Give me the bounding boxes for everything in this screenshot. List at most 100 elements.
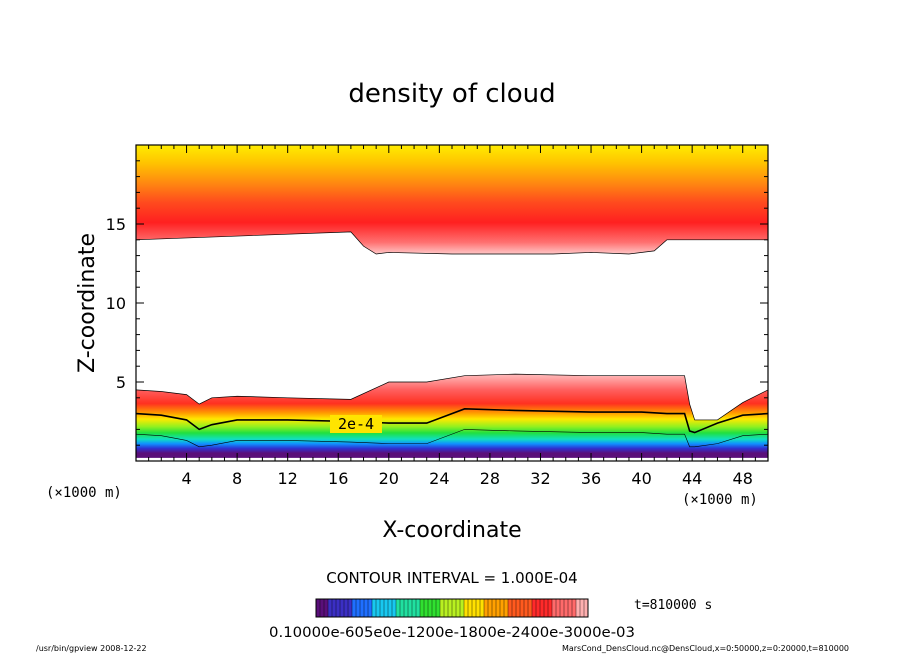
x-tick-label: 32 xyxy=(530,469,550,488)
colorbar-swatch xyxy=(524,599,528,617)
x-tick-label: 12 xyxy=(278,469,298,488)
colorbar-swatch xyxy=(472,599,476,617)
colorbar-swatch xyxy=(432,599,436,617)
x-tick-label: 4 xyxy=(181,469,191,488)
x-unit-right: (×1000 m) xyxy=(682,492,758,508)
colorbar-swatch xyxy=(384,599,388,617)
colorbar-swatch xyxy=(428,599,432,617)
colorbar-swatch xyxy=(468,599,472,617)
colorbar-swatch xyxy=(332,599,336,617)
colorbar-swatch xyxy=(564,599,568,617)
colorbar-swatch xyxy=(452,599,456,617)
contour-label-bg xyxy=(330,415,382,433)
colorbar-swatch xyxy=(512,599,516,617)
colorbar-swatch xyxy=(516,599,520,617)
x-tick-label: 20 xyxy=(379,469,399,488)
colorbar-swatch xyxy=(568,599,572,617)
colorbar-swatch xyxy=(392,599,396,617)
x-unit-left: (×1000 m) xyxy=(46,485,122,501)
colorbar-swatch xyxy=(396,599,400,617)
colorbar-swatch xyxy=(576,599,580,617)
colorbar-swatch xyxy=(580,599,584,617)
colorbar-swatch xyxy=(368,599,372,617)
y-tick-label: 10 xyxy=(106,294,126,313)
colorbar-swatch xyxy=(556,599,560,617)
contour-2e-4-line xyxy=(136,408,768,434)
colorbar-swatch xyxy=(412,599,416,617)
colorbar-swatch xyxy=(584,599,588,617)
lower-cloud-top-contour xyxy=(136,373,768,421)
upper-cloud-base-contour xyxy=(136,231,768,255)
colorbar-swatch xyxy=(336,599,340,617)
colorbar-swatch xyxy=(376,599,380,617)
x-tick-label: 24 xyxy=(429,469,449,488)
time-label: t=810000 s xyxy=(634,598,712,613)
y-tick-label: 15 xyxy=(106,215,126,234)
colorbar-frame xyxy=(315,598,589,618)
colorbar-swatch xyxy=(352,599,356,617)
colorbar-swatch xyxy=(544,599,548,617)
x-tick-label: 48 xyxy=(733,469,753,488)
colorbar-swatch xyxy=(364,599,368,617)
footer-source: MarsCond_DensCloud.nc@DensCloud,x=0:5000… xyxy=(562,644,849,653)
colorbar-swatch xyxy=(448,599,452,617)
contour-label: 2e-4 xyxy=(338,415,374,433)
colorbar-swatch xyxy=(324,599,328,617)
upper-cloud-layer xyxy=(136,145,768,255)
colorbar-swatch xyxy=(380,599,384,617)
colorbar-swatch xyxy=(460,599,464,617)
colorbar-swatch xyxy=(520,599,524,617)
colorbar-swatch xyxy=(436,599,440,617)
y-axis-title: Z-coordinate xyxy=(75,233,100,373)
colorbar-swatch xyxy=(552,599,556,617)
colorbar-swatch xyxy=(416,599,420,617)
colorbar-tick-labels: 0.10000e-605e0e-1200e-1800e-2400e-3000e-… xyxy=(269,625,635,641)
chart-title: density of cloud xyxy=(348,79,555,109)
colorbar-swatch xyxy=(508,599,512,617)
colorbar-swatch xyxy=(440,599,444,617)
colorbar-swatch xyxy=(496,599,500,617)
colorbar-swatch xyxy=(560,599,564,617)
colorbar-swatch xyxy=(340,599,344,617)
colorbar-swatch xyxy=(492,599,496,617)
x-tick-label: 8 xyxy=(232,469,242,488)
colorbar-swatch xyxy=(536,599,540,617)
colorbar-swatch xyxy=(360,599,364,617)
colorbar-swatch xyxy=(356,599,360,617)
colorbar-swatch xyxy=(400,599,404,617)
footer-program-date: /usr/bin/gpview 2008-12-22 xyxy=(36,644,147,653)
x-axis-title: X-coordinate xyxy=(382,518,521,543)
colorbar-swatch xyxy=(500,599,504,617)
inner-contour-line xyxy=(136,429,768,448)
colorbar-swatch xyxy=(476,599,480,617)
y-tick-label: 5 xyxy=(116,373,126,392)
x-tick-label: 40 xyxy=(631,469,651,488)
colorbar-swatch xyxy=(480,599,484,617)
colorbar-swatch xyxy=(404,599,408,617)
colorbar-swatch xyxy=(540,599,544,617)
colorbar-swatch xyxy=(348,599,352,617)
y-axis: 5 10 15 xyxy=(106,160,768,446)
colorbar-swatch xyxy=(444,599,448,617)
x-tick-label: 36 xyxy=(581,469,601,488)
x-tick-label: 16 xyxy=(328,469,348,488)
colorbar-swatch xyxy=(464,599,468,617)
colorbar-swatch xyxy=(316,599,320,617)
colorbar-swatch xyxy=(456,599,460,617)
x-axis: 4 8 12 16 20 24 28 32 36 40 44 48 xyxy=(148,145,756,488)
x-tick-label: 44 xyxy=(682,469,702,488)
colorbar-swatch xyxy=(532,599,536,617)
colorbar-swatch xyxy=(320,599,324,617)
colorbar-swatch xyxy=(408,599,412,617)
colorbar-swatch xyxy=(424,599,428,617)
plot-area xyxy=(136,145,768,458)
x-tick-label: 28 xyxy=(480,469,500,488)
colorbar-swatch xyxy=(344,599,348,617)
colorbar-swatch xyxy=(372,599,376,617)
colorbar-swatch xyxy=(484,599,488,617)
colorbar-swatch xyxy=(328,599,332,617)
colorbar-swatch xyxy=(572,599,576,617)
colorbar-swatch xyxy=(504,599,508,617)
colorbar-swatch xyxy=(488,599,492,617)
